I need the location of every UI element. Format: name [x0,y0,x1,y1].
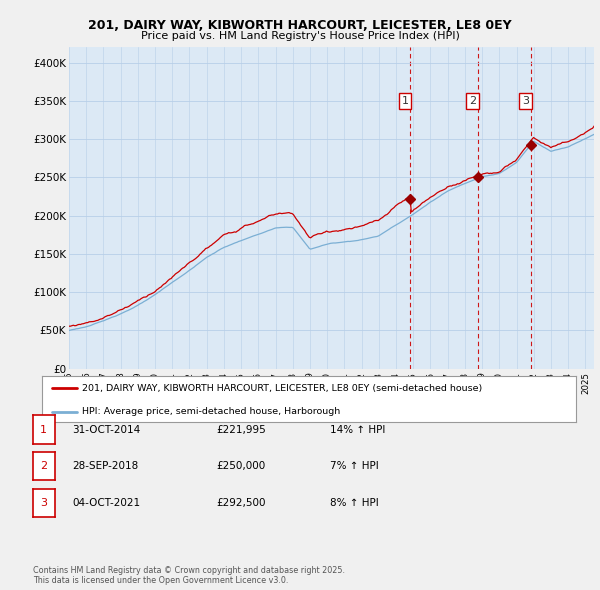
Text: £250,000: £250,000 [216,461,265,471]
Text: Contains HM Land Registry data © Crown copyright and database right 2025.: Contains HM Land Registry data © Crown c… [33,566,345,575]
Text: HPI: Average price, semi-detached house, Harborough: HPI: Average price, semi-detached house,… [82,407,340,416]
Text: 1: 1 [40,425,47,434]
Text: £292,500: £292,500 [216,498,265,507]
Text: 201, DAIRY WAY, KIBWORTH HARCOURT, LEICESTER, LE8 0EY: 201, DAIRY WAY, KIBWORTH HARCOURT, LEICE… [88,19,512,32]
Text: 2: 2 [40,461,47,471]
Text: 1: 1 [401,96,409,106]
Text: Price paid vs. HM Land Registry's House Price Index (HPI): Price paid vs. HM Land Registry's House … [140,31,460,41]
Text: 04-OCT-2021: 04-OCT-2021 [72,498,140,507]
Text: This data is licensed under the Open Government Licence v3.0.: This data is licensed under the Open Gov… [33,576,289,585]
Text: £221,995: £221,995 [216,425,266,434]
Text: 3: 3 [522,96,529,106]
Text: 201, DAIRY WAY, KIBWORTH HARCOURT, LEICESTER, LE8 0EY (semi-detached house): 201, DAIRY WAY, KIBWORTH HARCOURT, LEICE… [82,384,482,393]
Text: 31-OCT-2014: 31-OCT-2014 [72,425,140,434]
Text: 2: 2 [469,96,476,106]
Text: 28-SEP-2018: 28-SEP-2018 [72,461,138,471]
Text: 14% ↑ HPI: 14% ↑ HPI [330,425,385,434]
Text: 3: 3 [40,498,47,507]
Text: 8% ↑ HPI: 8% ↑ HPI [330,498,379,507]
Text: 7% ↑ HPI: 7% ↑ HPI [330,461,379,471]
